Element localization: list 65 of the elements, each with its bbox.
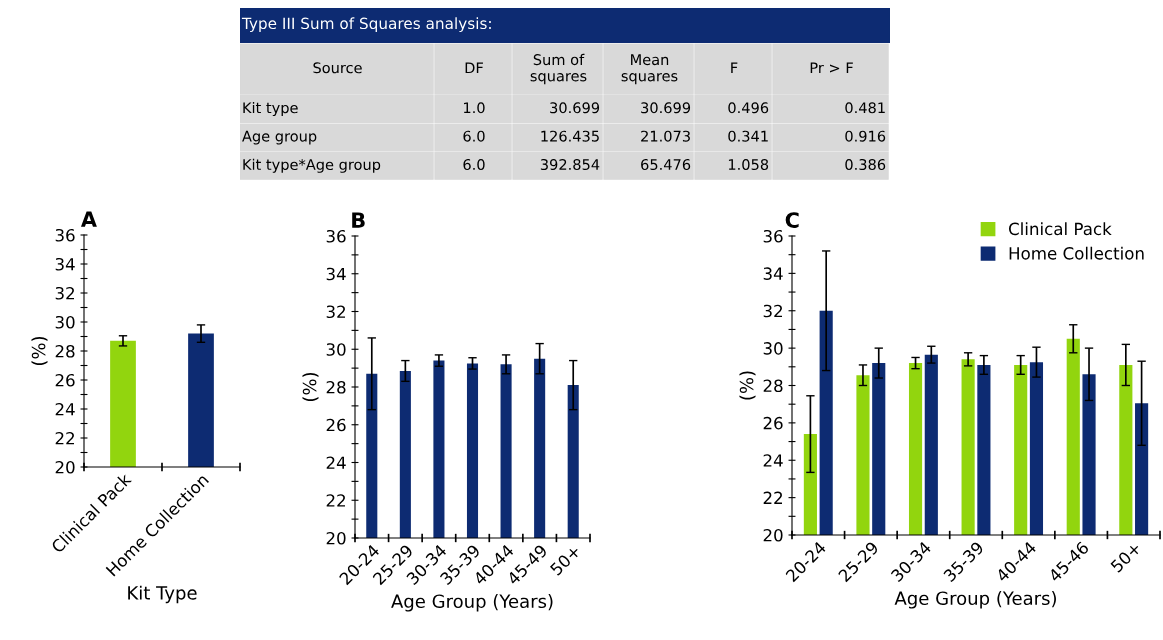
category-label: Kit type <box>243 101 298 117</box>
category-label: Source <box>313 62 362 74</box>
y-tick-label: 20 <box>763 528 783 542</box>
text: 6.0 <box>463 130 485 142</box>
y-tick-label: 30 <box>55 315 75 329</box>
y-tick-label: 26 <box>763 416 783 430</box>
y-tick-label: 22 <box>763 491 782 504</box>
text: 30.699 <box>641 102 691 114</box>
x-axis-title: Age Group (Years) <box>391 594 553 612</box>
chart-title: A <box>80 211 97 227</box>
text: 0.916 <box>845 130 886 142</box>
text: 0.481 <box>845 102 885 114</box>
y-tick-label: 32 <box>763 304 782 318</box>
category-label: Sum of squares <box>530 53 587 85</box>
text: 126.435 <box>541 130 599 142</box>
y-axis-title: (%) <box>302 372 319 402</box>
y-tick-label: 36 <box>326 229 346 243</box>
y-tick-label: 34 <box>763 267 783 280</box>
y-tick-label: 26 <box>55 373 75 387</box>
y-axis-title: (%) <box>739 371 756 400</box>
text: 1.058 <box>728 159 769 171</box>
chart-title: B <box>352 212 365 228</box>
category-label: F <box>731 62 738 74</box>
y-axis-title: (%) <box>31 336 48 366</box>
text: 21.073 <box>641 130 690 142</box>
y-tick-label: 36 <box>763 229 783 243</box>
x-tick-label: 50+ <box>1109 541 1142 573</box>
y-tick-label: 20 <box>326 531 346 545</box>
text: 1.0 <box>464 102 485 114</box>
text: 65.476 <box>641 159 691 171</box>
category-label: Kit type*Age group <box>243 158 381 173</box>
text: 0.341 <box>728 130 768 142</box>
y-tick-label: 28 <box>326 380 346 394</box>
text: 30.699 <box>550 102 600 114</box>
y-tick-label: 30 <box>763 342 783 355</box>
y-tick-label: 34 <box>55 257 75 271</box>
x-axis-title: Kit Type <box>128 585 197 604</box>
text: Type III Sum of Squares analysis: <box>241 17 491 33</box>
y-tick-label: 36 <box>55 228 75 242</box>
legend-label: Clinical Pack <box>1008 222 1112 236</box>
x-tick-label: 50+ <box>549 544 582 576</box>
text: 6.0 <box>463 159 485 171</box>
y-tick-label: 28 <box>55 344 75 358</box>
y-tick-label: 24 <box>326 456 346 469</box>
y-tick-label: 26 <box>326 418 346 432</box>
y-tick-label: 32 <box>326 305 345 319</box>
y-tick-label: 30 <box>326 343 346 356</box>
y-tick-label: 32 <box>55 286 74 300</box>
y-tick-label: 28 <box>763 379 783 393</box>
y-tick-label: 20 <box>55 460 75 474</box>
chart-title: C <box>785 212 799 228</box>
x-axis-title: Age Group (Years) <box>894 591 1056 609</box>
text: 392.854 <box>540 159 600 171</box>
category-label: Pr > F <box>810 62 853 74</box>
y-tick-label: 22 <box>55 431 74 445</box>
text: 0.496 <box>728 102 769 114</box>
legend-label: Home Collection <box>1009 246 1144 260</box>
category-label: Mean squares <box>621 54 678 85</box>
y-tick-label: 24 <box>763 454 783 467</box>
y-tick-label: 22 <box>326 494 345 507</box>
y-tick-label: 24 <box>55 402 75 416</box>
text: 0.386 <box>845 159 886 171</box>
y-tick-label: 34 <box>326 267 346 281</box>
category-label: Age group <box>242 130 317 145</box>
category-label: DF <box>465 62 483 74</box>
